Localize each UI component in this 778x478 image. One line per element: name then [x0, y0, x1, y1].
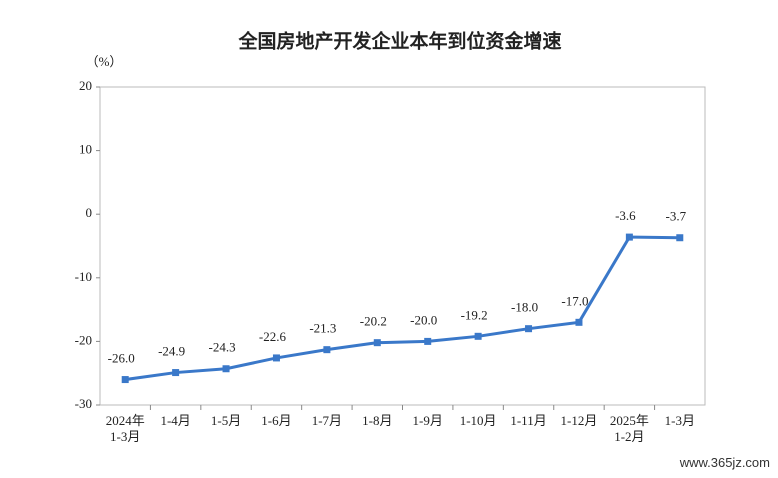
point — [424, 337, 432, 345]
x-tick-label: 1-11月 — [510, 413, 547, 428]
y-tick-label: 0 — [86, 205, 93, 220]
point — [373, 339, 381, 347]
y-axis-label: （%） — [86, 54, 123, 69]
x-tick-label: 1-5月 — [210, 413, 242, 428]
y-tick-label: -10 — [75, 269, 92, 284]
value-label: -24.3 — [208, 340, 235, 355]
x-tick-label: 1-7月 — [311, 413, 343, 428]
value-label: -19.2 — [461, 307, 488, 322]
plot-frame — [99, 86, 706, 406]
x-tick-label: 1-8月 — [362, 413, 393, 428]
value-label: -20.0 — [410, 312, 437, 327]
point — [323, 346, 331, 354]
x-tick-label: 2024年 1-3月 — [105, 413, 145, 444]
watermark: www.365jz.com — [679, 455, 770, 470]
point — [676, 234, 684, 242]
x-tick-label: 2025年 1-2月 — [609, 413, 649, 444]
x-tick-label: 1-9月 — [412, 413, 443, 428]
point — [121, 376, 129, 384]
point — [525, 325, 533, 333]
point — [474, 332, 482, 340]
value-label: -18.0 — [511, 300, 538, 315]
value-label: -20.2 — [360, 314, 387, 329]
value-label: -21.3 — [309, 321, 336, 336]
value-label: -26.0 — [108, 351, 135, 366]
x-tick-label: 1-10月 — [459, 413, 497, 428]
series-line — [125, 235, 680, 382]
y-tick-label: 20 — [79, 78, 92, 93]
y-tick-label: 10 — [79, 142, 92, 157]
point — [625, 233, 633, 241]
x-tick-label: 1-6月 — [261, 413, 292, 428]
value-label: -17.0 — [561, 293, 588, 308]
value-label: -24.9 — [158, 344, 185, 359]
point — [272, 354, 280, 362]
y-tick-label: -20 — [75, 332, 92, 347]
point — [222, 365, 230, 373]
value-label: -3.6 — [615, 208, 636, 223]
x-tick-label: 1-4月 — [160, 413, 191, 428]
point — [575, 318, 583, 326]
x-tick-label: 1-3月 — [664, 413, 695, 428]
y-tick-label: -30 — [75, 396, 92, 411]
value-label: -22.6 — [259, 329, 287, 344]
x-tick-label: 1-12月 — [560, 413, 598, 428]
point — [172, 369, 180, 377]
chart-title: 全国房地产开发企业本年到位资金增速 — [237, 30, 561, 53]
value-label: -3.7 — [665, 209, 686, 224]
